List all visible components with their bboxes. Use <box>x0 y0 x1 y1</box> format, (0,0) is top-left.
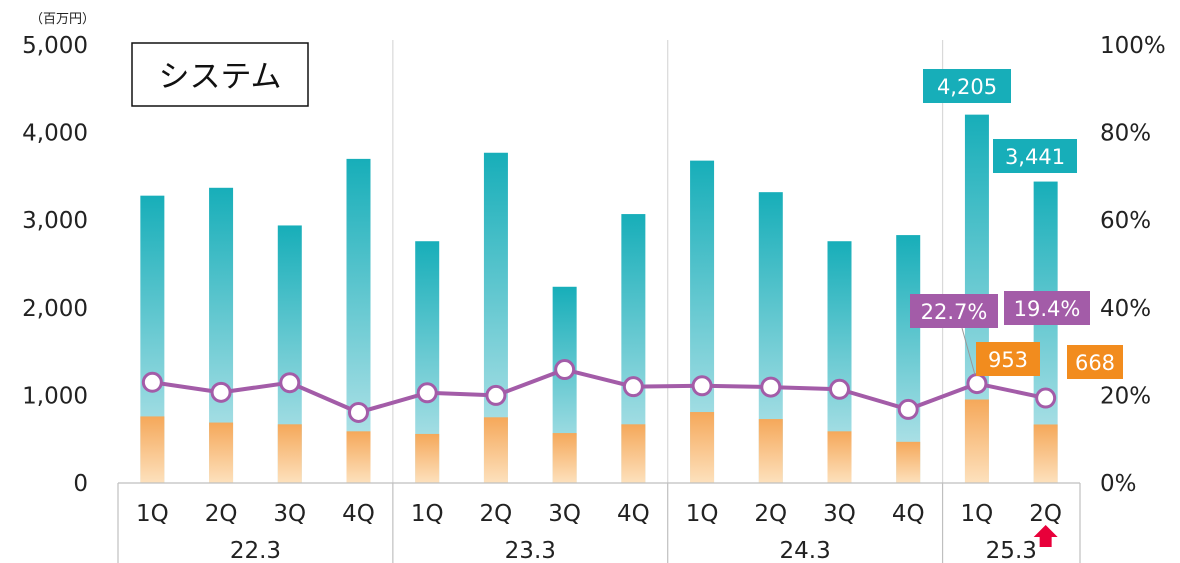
orange-bar <box>964 399 989 483</box>
highlight-arrow-icon <box>1033 525 1058 547</box>
y-tick-label: 4,000 <box>22 121 88 147</box>
category-label: 3Q <box>273 501 306 527</box>
y-axis-unit: （百万円） <box>30 12 95 27</box>
category-label: 3Q <box>548 501 581 527</box>
category-label: 3Q <box>823 501 856 527</box>
segment-title-box: システム <box>131 42 309 107</box>
x-axis: 1Q 2Q 3Q 4Q 1Q 2Q 3Q 4Q 1Q 2Q 3Q 4Q 1Q 2Q 22.3 23.3 24.3… <box>117 482 1081 563</box>
y-tick-label: 5,000 <box>22 33 88 59</box>
y-tick-label: 0 <box>73 471 88 497</box>
y2-tick-label: 20% <box>1100 383 1151 409</box>
y-tick-label: 3,000 <box>22 208 88 234</box>
orange-bar <box>827 431 852 483</box>
category-label: 4Q <box>892 501 925 527</box>
category-label: 2Q <box>480 501 513 527</box>
orange-bar <box>346 431 371 483</box>
ratio-point <box>485 384 507 406</box>
group-dividers <box>392 40 944 483</box>
orange-bar <box>690 412 715 483</box>
orange-bar <box>1033 424 1058 483</box>
ratio-point <box>348 401 369 423</box>
orange-bar <box>483 417 508 483</box>
ratio-point <box>279 372 301 394</box>
category-label: 2Q <box>754 501 787 527</box>
orange-value-label-box <box>976 342 1040 376</box>
ratio-value-label-box <box>1004 291 1090 325</box>
y2-tick-label: 40% <box>1100 296 1151 322</box>
category-label: 1Q <box>961 501 994 527</box>
ratio-point <box>1035 387 1057 409</box>
y2-tick-label: 0% <box>1100 471 1137 497</box>
category-label: 1Q <box>686 501 719 527</box>
orange-value-label: 953 <box>976 342 1040 376</box>
orange-bar <box>415 433 440 483</box>
ratio-value-label: 22.7% <box>910 294 998 328</box>
data-labels: 4,205 3,441 953 668 22.7% 19.4% <box>910 69 1123 379</box>
segment-title: システム <box>158 59 281 95</box>
orange-bar <box>140 416 165 483</box>
group-label: 24.3 <box>780 538 831 563</box>
ratio-point <box>622 376 644 398</box>
group-label: 23.3 <box>505 538 556 563</box>
ratio-point <box>416 382 438 404</box>
y-axis-right: 0% 20% 40% 60% 80% 100% <box>1100 33 1166 497</box>
arrow-shape <box>1033 525 1058 547</box>
orange-bar <box>277 424 302 483</box>
ratio-point <box>210 381 232 403</box>
category-label: 4Q <box>342 501 375 527</box>
ratio-point <box>966 373 988 395</box>
orange-bar <box>552 433 577 483</box>
orange-value-label-text: 953 <box>988 348 1028 372</box>
orange-value-label-box <box>1067 345 1123 379</box>
y2-tick-label: 60% <box>1100 208 1151 234</box>
teal-value-label: 3,441 <box>993 139 1077 173</box>
series-ratio-line <box>141 359 1057 423</box>
y2-tick-label: 100% <box>1100 33 1166 59</box>
teal-value-label-text: 4,205 <box>937 75 997 99</box>
orange-bar <box>758 419 783 483</box>
orange-value-label: 668 <box>1067 345 1123 379</box>
leader-line <box>961 327 976 375</box>
y2-tick-label: 80% <box>1100 121 1151 147</box>
orange-bar <box>896 441 921 483</box>
teal-bar <box>346 158 371 483</box>
group-label: 25.3 <box>986 538 1037 563</box>
category-label: 1Q <box>136 501 169 527</box>
ratio-point <box>691 375 713 397</box>
ratio-value-label: 19.4% <box>1004 291 1090 325</box>
y-tick-label: 2,000 <box>22 296 88 322</box>
series-orange-bars <box>140 399 1058 483</box>
ratio-value-label-text: 22.7% <box>921 300 988 324</box>
teal-value-label-box <box>993 139 1077 173</box>
teal-bar <box>896 235 921 483</box>
ratio-point <box>760 376 782 398</box>
ratio-point <box>897 398 919 420</box>
ratio-point <box>141 371 163 393</box>
ratio-line <box>152 367 1047 415</box>
orange-bar <box>209 422 234 483</box>
teal-value-label-box <box>923 69 1011 103</box>
y-tick-label: 1,000 <box>22 383 88 409</box>
category-label: 1Q <box>411 501 444 527</box>
category-label: 4Q <box>617 501 650 527</box>
y-axis-left: 0 1,000 2,000 3,000 4,000 5,000 <box>22 33 88 497</box>
ratio-value-label-text: 19.4% <box>1014 297 1081 321</box>
category-label: 2Q <box>205 501 238 527</box>
ratio-point <box>554 359 576 381</box>
teal-value-label: 4,205 <box>923 69 1011 103</box>
category-label: 2Q <box>1029 501 1062 527</box>
orange-value-label-text: 668 <box>1075 351 1115 375</box>
group-label: 22.3 <box>230 538 281 563</box>
ratio-value-label-box <box>910 294 998 328</box>
ratio-point <box>829 378 850 400</box>
teal-value-label-text: 3,441 <box>1005 145 1065 169</box>
orange-bar <box>621 424 646 483</box>
